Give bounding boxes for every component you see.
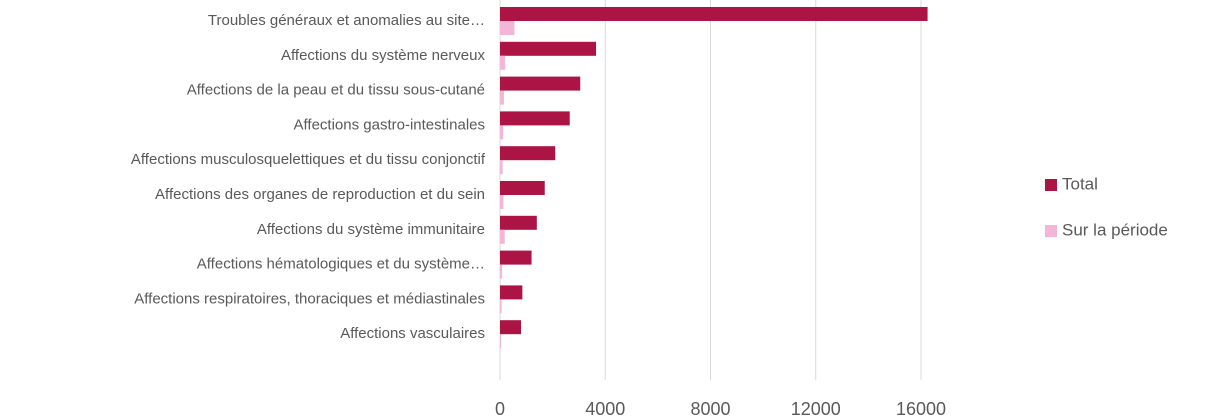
y-tick-label: Affections de la peau et du tissu sous-c… bbox=[187, 82, 485, 99]
bar bbox=[500, 125, 504, 140]
bar bbox=[500, 285, 523, 300]
y-tick-label: Affections vasculaires bbox=[340, 325, 485, 342]
legend-label: Sur la période bbox=[1062, 220, 1168, 239]
x-tick-label: 4000 bbox=[585, 399, 625, 418]
bar bbox=[500, 160, 503, 175]
bar bbox=[500, 229, 505, 244]
bar bbox=[500, 334, 502, 349]
bar bbox=[500, 76, 581, 91]
y-tick-label: Affections hématologiques et du système… bbox=[197, 256, 485, 273]
bar bbox=[500, 264, 503, 279]
bar bbox=[500, 299, 502, 314]
bar bbox=[500, 320, 522, 335]
bar bbox=[500, 41, 597, 56]
legend-label: Total bbox=[1062, 174, 1098, 193]
bar bbox=[500, 7, 928, 21]
bar bbox=[500, 90, 504, 105]
bar bbox=[500, 181, 545, 195]
bar bbox=[500, 146, 556, 161]
x-tick-label: 0 bbox=[495, 399, 505, 418]
bar bbox=[500, 111, 570, 126]
bar bbox=[500, 215, 537, 230]
legend-swatch bbox=[1045, 225, 1057, 237]
legend-swatch bbox=[1045, 179, 1057, 191]
y-tick-label: Affections des organes de reproduction e… bbox=[155, 186, 485, 203]
y-tick-label: Affections du système immunitaire bbox=[257, 221, 485, 238]
y-tick-label: Affections du système nerveux bbox=[281, 47, 485, 64]
y-tick-label: Affections musculosquelettiques et du ti… bbox=[131, 151, 486, 168]
bar bbox=[500, 55, 506, 70]
y-tick-label: Affections respiratoires, thoraciques et… bbox=[134, 290, 485, 307]
x-tick-label: 12000 bbox=[791, 399, 841, 418]
x-tick-label: 16000 bbox=[896, 399, 946, 418]
bar bbox=[500, 21, 515, 35]
bar bbox=[500, 195, 504, 209]
y-tick-label: Troubles généraux et anomalies au site… bbox=[208, 12, 485, 29]
x-tick-label: 8000 bbox=[690, 399, 730, 418]
y-tick-label: Affections gastro-intestinales bbox=[294, 116, 486, 133]
bar bbox=[500, 250, 532, 265]
